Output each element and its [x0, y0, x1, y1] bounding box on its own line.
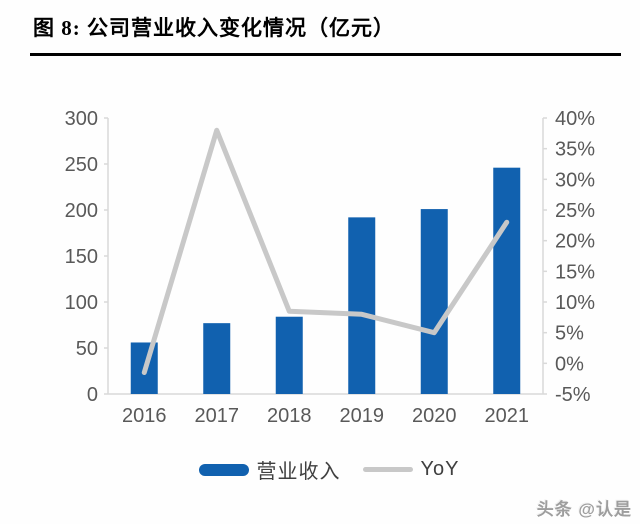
figure-title: 图 8: 公司营业收入变化情况（亿元） — [33, 16, 395, 40]
left-axis-label: 150 — [65, 246, 98, 268]
chart-legend: 营业收入 YoY — [0, 455, 640, 484]
left-axis-label: 50 — [76, 338, 98, 360]
bar-2017 — [203, 323, 231, 394]
left-axis-label: 250 — [65, 154, 98, 176]
revenue-bar-swatch — [198, 463, 249, 476]
legend-item-yoy: YoY — [362, 458, 460, 481]
legend-label-revenue: 营业收入 — [256, 461, 341, 483]
bar-2018 — [275, 316, 303, 394]
right-axis-label: -5% — [555, 384, 591, 406]
right-axis-label: 10% — [555, 292, 595, 314]
left-axis-label: 0 — [87, 384, 98, 406]
left-axis-label: 300 — [65, 108, 98, 130]
right-axis-label: 20% — [555, 231, 595, 253]
left-axis-label: 200 — [65, 200, 98, 222]
bar-2019 — [348, 217, 376, 394]
right-axis-label: 40% — [555, 108, 595, 130]
left-axis-label: 100 — [65, 292, 98, 314]
bar-2020 — [420, 209, 448, 394]
right-axis-label: 35% — [555, 139, 595, 161]
right-axis-label: 5% — [555, 323, 584, 345]
right-axis-label: 0% — [555, 353, 584, 375]
x-axis-label-2016: 2016 — [122, 405, 167, 427]
legend-label-yoy: YoY — [420, 458, 460, 480]
right-axis-label: 15% — [555, 261, 595, 283]
yoy-line — [141, 127, 510, 376]
right-axis-label: 30% — [555, 169, 595, 191]
bar-2021 — [493, 167, 521, 394]
title-underline — [30, 53, 621, 56]
yoy-line-swatch — [362, 467, 413, 472]
x-axis-label-2020: 2020 — [412, 405, 457, 427]
x-axis-label-2017: 2017 — [195, 405, 240, 427]
legend-item-revenue: 营业收入 — [198, 455, 341, 484]
right-axis-label: 25% — [555, 200, 595, 222]
watermark-text: 头条 @认是 — [536, 500, 632, 519]
x-axis-label-2021: 2021 — [485, 405, 530, 427]
x-axis-label-2019: 2019 — [340, 405, 385, 427]
x-axis-label-2018: 2018 — [267, 405, 312, 427]
